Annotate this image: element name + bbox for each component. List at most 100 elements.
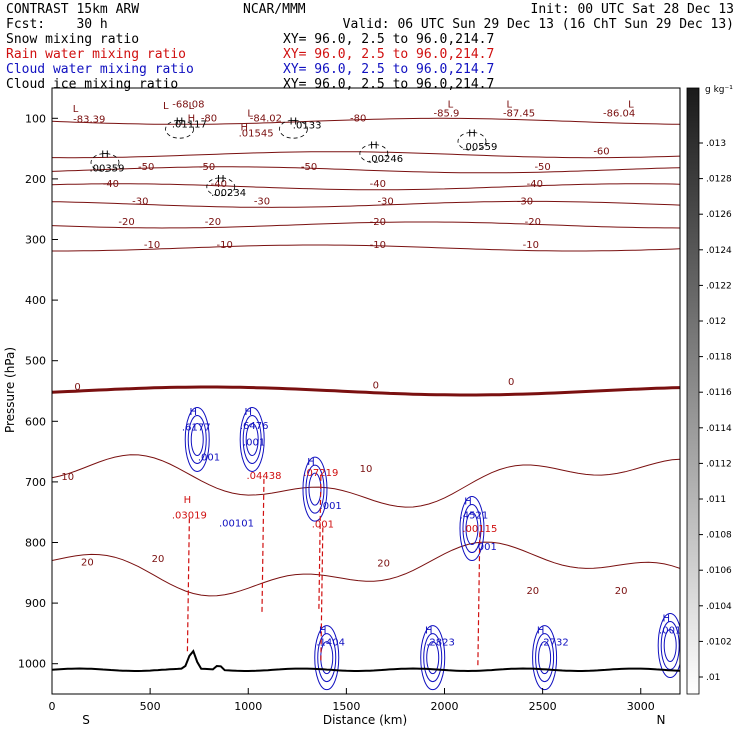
cloud-water-contour	[426, 641, 440, 675]
cloud-water-contour	[657, 613, 680, 679]
init-time: Init: 00 UTC Sat 28 Dec 13	[531, 2, 735, 17]
x-axis-label: Distance (km)	[323, 713, 407, 727]
contour-label: -30	[377, 196, 393, 207]
snow-contour	[165, 119, 194, 139]
isotherm-line	[52, 200, 680, 208]
contour-label: .4521	[460, 510, 489, 521]
colorbar-ramp	[686, 87, 700, 695]
cloud-water-contour	[423, 633, 443, 683]
contour-label: .001	[659, 625, 681, 636]
rain-water-contour	[477, 532, 481, 666]
contour-label: -87.45	[503, 108, 535, 119]
contour-label: .2823	[426, 638, 455, 649]
field-xy: XY= 96.0, 2.5 to 96.0,214.7	[283, 62, 494, 77]
colorbar-tick-label: .0102	[706, 637, 732, 647]
cloud-water-contour	[535, 633, 555, 683]
colorbar-tick-label: .013	[706, 139, 726, 149]
snow-contour	[206, 177, 236, 197]
contour-label: -20	[525, 217, 541, 228]
contour-label: H	[537, 625, 545, 636]
contour-label: -80	[201, 113, 217, 124]
contour-label: .00359	[89, 164, 124, 175]
contour-label: -84.02	[250, 113, 282, 124]
colorbar-tick-label: .0112	[706, 459, 732, 469]
isotherm-line	[52, 454, 680, 508]
isotherm-line	[52, 221, 680, 229]
cloud-water-contour	[245, 422, 259, 456]
y-tick-label: 100	[25, 112, 46, 125]
contour-label: 10	[360, 464, 373, 475]
contour-label: .01117	[172, 119, 207, 130]
field-legend: Snow mixing ratio XY= 96.0, 2.5 to 96.0,2…	[6, 32, 494, 92]
contour-label: -30	[132, 196, 148, 207]
contour-label: -40	[211, 179, 227, 190]
contour-label: .01545	[239, 128, 274, 139]
contour-label: .001	[475, 542, 497, 553]
y-tick-label: 300	[25, 234, 46, 247]
cloud-water-contour	[305, 464, 325, 514]
contour-label: .6177	[182, 422, 211, 433]
field-xy: XY= 96.0, 2.5 to 96.0,214.7	[283, 32, 494, 47]
contour-label: H	[217, 174, 225, 185]
terrain-line	[52, 649, 680, 673]
y-tick-label: 400	[25, 294, 46, 307]
snow-contour	[359, 144, 389, 163]
contour-label: H	[662, 613, 670, 624]
x-tick-label: 2000	[431, 700, 459, 713]
contour-label: .03019	[172, 510, 207, 521]
colorbar-tick-label: .0116	[706, 388, 732, 398]
contour-label: H	[319, 625, 327, 636]
colorbar-tick-label: .0104	[706, 602, 732, 612]
model-title: CONTRAST 15km ARW	[6, 2, 139, 17]
contour-label: -85.9	[434, 108, 460, 119]
contour-label: .0133	[293, 121, 322, 132]
cloud-water-contour	[538, 641, 552, 675]
contour-label: H	[290, 116, 298, 127]
field-label: Cloud water mixing ratio	[6, 62, 194, 77]
y-tick-label: 600	[25, 415, 46, 428]
contour-label: .1404	[316, 638, 345, 649]
forecast-hour: Fcst: 30 h	[6, 17, 108, 32]
contour-label: -68.08	[172, 99, 204, 110]
isotherm-line	[52, 183, 680, 191]
contour-label: .2732	[540, 638, 569, 649]
colorbar-tick-label: .01	[706, 673, 720, 683]
contour-label: H	[241, 122, 249, 133]
contour-label: L	[506, 99, 512, 110]
y-tick-label: 900	[25, 597, 46, 610]
x-tick-label: 2500	[529, 700, 557, 713]
contour-label: .001	[243, 438, 265, 449]
field-label: Rain water mixing ratio	[6, 47, 186, 62]
contour-label: -20	[370, 217, 386, 228]
isotherm-line	[52, 385, 680, 397]
contour-label: -50	[199, 162, 215, 173]
contour-label: H	[184, 495, 192, 506]
temperature-contours	[52, 117, 680, 597]
contour-label: -10	[217, 240, 233, 251]
colorbar-unit: g kg⁻¹	[705, 85, 733, 95]
cloud-water-contour	[420, 625, 446, 691]
cloud-water-contour	[317, 633, 337, 683]
rain-water-contours	[186, 475, 481, 666]
contour-label: -30	[517, 196, 533, 207]
contour-label: .001	[312, 519, 334, 530]
contour-label: .00101	[219, 519, 254, 530]
rain-water-contour	[261, 478, 265, 613]
contour-label: H	[468, 128, 476, 139]
contour-label: .00246	[368, 154, 403, 165]
y-tick-label: 700	[25, 476, 46, 489]
contour-label: H	[101, 150, 109, 161]
contour-label: -40	[370, 179, 386, 190]
contour-label: -40	[527, 179, 543, 190]
colorbar: g kg⁻¹ .01 .0102 .0104 .0106 .0108 .011 .0112.…	[686, 85, 733, 695]
cloud-water-contour	[242, 414, 262, 464]
contour-label: -30	[254, 196, 270, 207]
cloud-water-contour	[532, 625, 558, 691]
field-xy: XY= 96.0, 2.5 to 96.0,214.7	[283, 47, 494, 62]
x-tick-label: 0	[49, 700, 56, 713]
valid-time: Valid: 06 UTC Sun 29 Dec 13 (16 ChT Sun …	[343, 17, 734, 32]
contour-label: L	[73, 104, 79, 115]
rain-water-contour	[320, 527, 324, 661]
rain-water-contour	[318, 475, 322, 610]
